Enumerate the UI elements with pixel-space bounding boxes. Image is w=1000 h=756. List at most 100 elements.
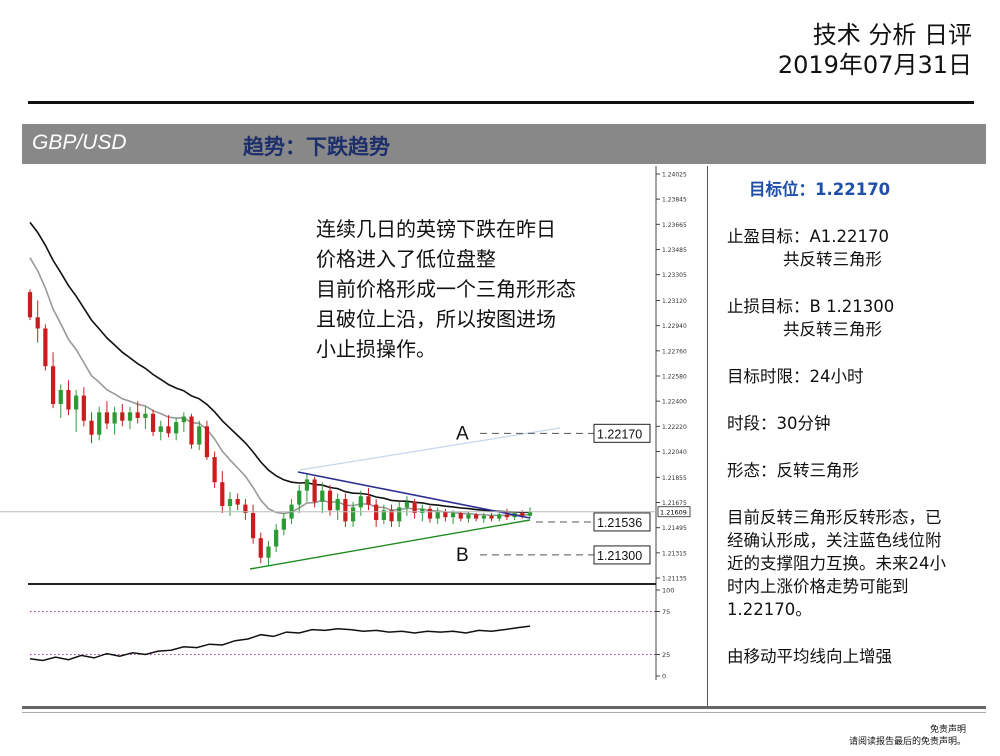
- candle-body: [97, 412, 102, 435]
- candle-body: [327, 490, 333, 511]
- candle-body: [497, 514, 502, 519]
- trend-label: 趋势：下跌趋势: [243, 135, 390, 159]
- side-panel: 目标位：1.22170 止盈目标：A1.22170 共反转三角形 止损目标：B …: [727, 178, 989, 668]
- panel-divider: [707, 166, 708, 706]
- header-rule: [28, 101, 974, 104]
- candle-body: [443, 511, 448, 518]
- price-tick-label: 1.22940: [662, 323, 687, 330]
- candle-body: [366, 496, 371, 505]
- moving-average-note: 由移动平均线向上增强: [727, 647, 892, 666]
- candle-body: [250, 512, 256, 539]
- take-profit: 止盈目标：A1.22170: [727, 227, 890, 246]
- price-chart: 1.22170 A 1.21536 1.21300 B 1.24025 1.23845 1.…: [0, 166, 691, 681]
- candle-body: [450, 512, 456, 518]
- candle-body: [258, 538, 263, 558]
- candle-body: [166, 426, 171, 434]
- current-price-label: 1.21609: [660, 509, 687, 517]
- level-value: 1.21300: [597, 549, 642, 563]
- description-line: 近的支撑阻力互换。未来24小: [727, 554, 946, 573]
- candle-body: [458, 512, 463, 519]
- level-value: 1.22170: [597, 427, 642, 441]
- candle-body: [466, 514, 471, 519]
- description-line: 1.22170。: [727, 600, 812, 619]
- level-letter: B: [456, 545, 469, 566]
- candle-body: [112, 412, 117, 424]
- candle-body: [50, 366, 56, 404]
- description-line: 目前反转三角形反转形态，已: [727, 508, 942, 527]
- candle-body: [204, 426, 210, 458]
- candle-body: [66, 389, 71, 410]
- osc-tick-label: 25: [662, 651, 670, 659]
- price-tick-label: 1.21855: [662, 475, 687, 482]
- footer-rule-thin: [22, 712, 986, 713]
- target-level: 目标位：1.22170: [749, 180, 891, 199]
- candle-body: [504, 514, 510, 518]
- candle-body: [120, 412, 125, 421]
- take-profit-note: 共反转三角形: [783, 250, 882, 269]
- candle-body: [435, 511, 440, 519]
- candle-body: [143, 413, 148, 418]
- level-box: [593, 512, 651, 532]
- description-line: 时内上涨价格走势可能到: [727, 577, 909, 596]
- osc-tick-label: 75: [662, 608, 670, 616]
- price-tick-label: 1.24025: [662, 172, 687, 179]
- price-tick-label: 1.22040: [662, 449, 687, 456]
- candle-body: [197, 426, 202, 445]
- level-box: [593, 545, 651, 565]
- osc-tick-label: 0: [662, 673, 666, 681]
- price-tick-label: 1.23120: [662, 298, 687, 305]
- candle-body: [312, 479, 317, 502]
- candle-body: [381, 510, 386, 520]
- time-horizon: 目标时限：24小时: [727, 367, 864, 386]
- price-tick-label: 1.21135: [662, 576, 687, 583]
- price-tick-label: 1.23845: [662, 197, 687, 204]
- analysis-note: 连续几日的英镑下跌在昨日 价格进入了低位盘整 目前价格形成一个三角形形态 且破位…: [316, 214, 576, 364]
- candle-body: [358, 496, 363, 508]
- candle-body: [374, 504, 379, 520]
- candle-body: [320, 490, 325, 502]
- candle-body: [404, 501, 410, 508]
- report-header: 技术 分析 日评 2019年07月31日: [778, 20, 972, 80]
- candle-body: [274, 529, 279, 547]
- report-date: 2019年07月31日: [777, 51, 972, 79]
- triangle-upper-line: [297, 471, 531, 519]
- candle-body: [181, 416, 186, 423]
- currency-pair: GBP/USD: [32, 131, 127, 154]
- note-line: 价格进入了低位盘整: [316, 247, 496, 271]
- candle-body: [481, 515, 486, 519]
- price-tick-label: 1.23305: [662, 272, 687, 279]
- candle-body: [227, 499, 233, 507]
- footer-rule: [22, 706, 986, 709]
- candle-body: [474, 514, 479, 519]
- candle-body: [174, 422, 179, 434]
- moving-average-slow: [29, 221, 530, 514]
- candle-body: [127, 412, 133, 421]
- candle-body: [420, 508, 425, 513]
- disclaimer: 免责声明 请阅读报告最后的免责声明。: [849, 724, 966, 748]
- candle-body: [243, 504, 248, 513]
- candle-body: [350, 507, 356, 522]
- price-tick-label: 1.23485: [662, 247, 687, 254]
- note-line: 连续几日的英镑下跌在昨日: [316, 217, 556, 241]
- note-line: 目前价格形成一个三角形形态: [316, 277, 576, 301]
- candle-body: [520, 512, 525, 516]
- candle-body: [281, 518, 286, 530]
- candle-body: [189, 416, 194, 445]
- candle-body: [58, 389, 63, 404]
- price-tick-label: 1.21495: [662, 525, 687, 532]
- candle-body: [266, 546, 271, 558]
- candle-body: [43, 328, 48, 367]
- candle-body: [150, 413, 156, 432]
- candle-body: [104, 412, 110, 424]
- price-tick-label: 1.22760: [662, 348, 687, 355]
- price-tick-label: 1.22580: [662, 374, 687, 381]
- note-line: 且破位上沿，所以按图进场: [316, 307, 556, 331]
- candle-body: [335, 499, 340, 511]
- candle-body: [527, 511, 533, 516]
- candle-body: [212, 457, 217, 483]
- stop-loss: 止损目标：B 1.21300: [727, 297, 895, 316]
- candle-body: [304, 479, 310, 491]
- price-tick-label: 1.22220: [662, 424, 687, 431]
- candle-body: [158, 426, 163, 432]
- candle-body: [135, 412, 140, 418]
